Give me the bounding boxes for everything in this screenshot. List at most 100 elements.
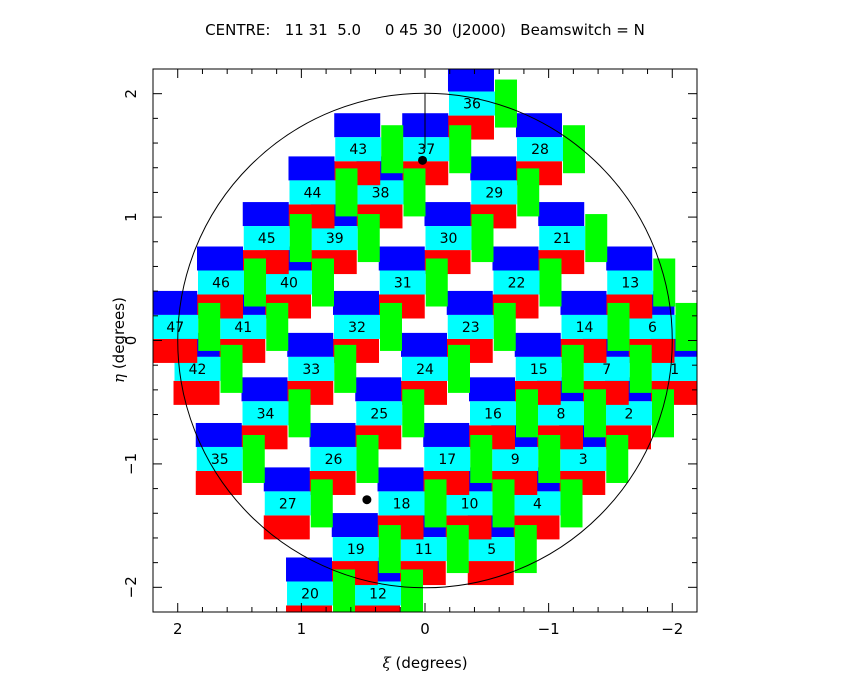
tile-5-red-receptor	[467, 561, 514, 586]
tile-label-22: 22	[508, 275, 526, 291]
tile-31-cyan-receptor	[379, 270, 426, 295]
tile-label-21: 21	[553, 231, 571, 247]
y-axis-label: η (degrees)	[110, 297, 128, 383]
x-tick-label: −1	[538, 620, 560, 638]
tile-47-cyan-receptor	[153, 314, 199, 339]
tile-label-30: 30	[440, 231, 458, 247]
tile-46-blue-receptor	[197, 246, 243, 271]
tile-7-green-receptor	[629, 344, 652, 393]
tile-10-cyan-receptor	[446, 491, 493, 516]
tile-44-green-receptor	[335, 168, 358, 217]
tile-27	[263, 467, 333, 540]
x-tick-label: −2	[661, 620, 683, 638]
tile-19-green-receptor	[378, 525, 401, 574]
tile-20-cyan-receptor	[287, 581, 334, 606]
tile-19-blue-receptor	[331, 513, 378, 538]
tile-label-45: 45	[258, 231, 276, 247]
tile-9-green-receptor	[538, 434, 561, 483]
tile-label-26: 26	[325, 452, 343, 468]
tile-label-39: 39	[326, 231, 344, 247]
tile-5-green-receptor	[514, 525, 537, 574]
tile-14-cyan-receptor	[561, 314, 608, 339]
tile-17-blue-receptor	[423, 422, 470, 447]
tile-41-green-receptor	[266, 302, 289, 351]
x-tick-label: 1	[297, 620, 307, 638]
tile-30-cyan-receptor	[425, 226, 472, 251]
tile-8-cyan-receptor	[538, 401, 584, 426]
tile-27-red-receptor	[263, 515, 310, 540]
tile-46	[197, 246, 266, 319]
tile-14-blue-receptor	[560, 290, 607, 315]
field-circle	[177, 92, 673, 589]
tile-8-green-receptor	[584, 389, 606, 438]
tile-label-27: 27	[279, 496, 297, 512]
tile-label-36: 36	[463, 97, 481, 113]
tile-23-cyan-receptor	[447, 314, 494, 339]
tile-10-green-receptor	[492, 479, 515, 528]
tile-20-blue-receptor	[286, 557, 333, 582]
marker-point-1	[418, 155, 428, 165]
tile-13-green-receptor	[653, 258, 676, 307]
tile-label-29: 29	[485, 185, 503, 201]
y-axis-unit: (degrees)	[110, 297, 128, 374]
tile-label-12: 12	[369, 586, 387, 602]
tile-23	[446, 290, 516, 363]
marker-point-2	[362, 495, 372, 505]
overlay-layer	[177, 92, 673, 589]
tile-47-green-receptor	[198, 302, 221, 351]
tile-47-blue-receptor	[153, 290, 198, 315]
tile-18-green-receptor	[424, 479, 447, 528]
tile-15-cyan-receptor	[515, 356, 562, 381]
tile-label-18: 18	[393, 496, 411, 512]
tile-label-10: 10	[461, 496, 479, 512]
y-tick-label: 2	[122, 89, 140, 99]
tile-26-cyan-receptor	[310, 446, 357, 471]
tile-1-green-receptor	[698, 345, 720, 393]
y-tick-label: −2	[122, 576, 140, 598]
tile-label-40: 40	[280, 275, 298, 291]
tile-45-cyan-receptor	[243, 226, 290, 251]
tile-label-25: 25	[370, 406, 388, 422]
tile-38-green-receptor	[403, 168, 426, 217]
tile-12-red-receptor	[354, 605, 401, 612]
tile-11-green-receptor	[446, 525, 469, 574]
tile-label-44: 44	[304, 185, 322, 201]
tile-label-9: 9	[511, 452, 520, 468]
tile-25-green-receptor	[402, 389, 425, 438]
tile-16-cyan-receptor	[470, 401, 516, 426]
y-tick-label: −1	[122, 453, 140, 475]
tile-26-blue-receptor	[309, 422, 356, 447]
tile-43-green-receptor	[381, 125, 404, 174]
x-axis-label: ξ (degrees)	[382, 654, 467, 672]
tile-29	[470, 156, 540, 229]
tile-37-green-receptor	[449, 125, 472, 174]
tile-3-green-receptor	[606, 434, 629, 483]
tile-33-green-receptor	[334, 344, 357, 393]
tile-22-cyan-receptor	[493, 270, 540, 295]
tile-6-green-receptor	[675, 302, 697, 351]
tile-13-cyan-receptor	[607, 270, 654, 295]
tile-40-green-receptor	[312, 258, 334, 307]
tile-label-6: 6	[648, 320, 657, 336]
tile-32-cyan-receptor	[334, 314, 380, 339]
tile-label-24: 24	[416, 362, 434, 378]
tile-20-red-receptor	[286, 605, 333, 612]
tile-21-green-receptor	[585, 214, 608, 263]
y-tick-label: 1	[122, 212, 140, 222]
tile-44-cyan-receptor	[289, 180, 336, 205]
tile-35-green-receptor	[242, 434, 265, 483]
tile-label-5: 5	[487, 542, 496, 558]
tile-label-8: 8	[557, 406, 566, 422]
tile-15-green-receptor	[561, 344, 584, 393]
tile-20-green-receptor	[333, 569, 356, 612]
tile-45-green-receptor	[289, 214, 312, 263]
tile-9-cyan-receptor	[492, 446, 539, 471]
tile-41-cyan-receptor	[220, 314, 267, 339]
tile-34-green-receptor	[288, 389, 311, 438]
tile-label-46: 46	[212, 275, 230, 291]
y-tick-label: 0	[122, 336, 140, 346]
tile-31-green-receptor	[425, 258, 448, 307]
x-tick-label: 0	[420, 620, 430, 638]
tile-16-blue-receptor	[469, 377, 515, 402]
